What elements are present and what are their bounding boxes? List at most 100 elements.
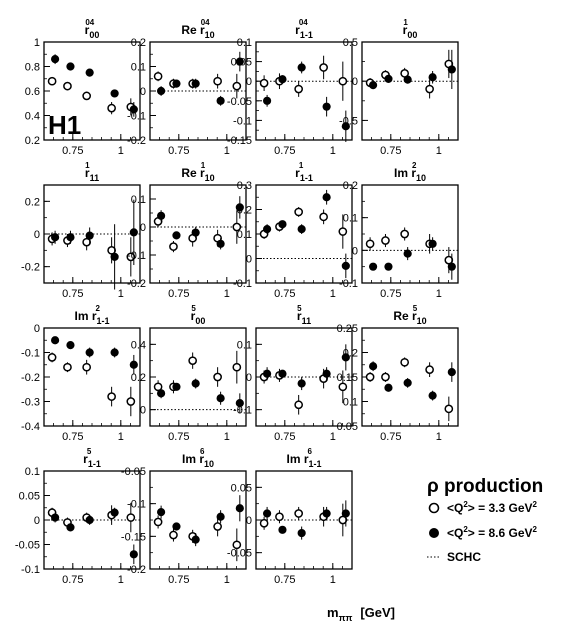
y-tick-label: 0.2 (343, 348, 358, 360)
data-point-open (425, 84, 434, 94)
y-tick-label: -0.05 (121, 466, 146, 478)
y-tick-label: 0.25 (337, 323, 358, 335)
y-tick-label: 0 (246, 76, 252, 88)
panel-7: Im r102 -0.1 0 0.1 0.2 0.75 1 (339, 161, 459, 300)
y-tick-label: -0.1 (127, 250, 146, 262)
data-point-filled (110, 348, 119, 357)
data-point-filled (235, 399, 244, 408)
data-point-open (400, 229, 410, 239)
data-point-filled (157, 508, 166, 517)
data-point-open (82, 362, 92, 372)
data-point-filled (235, 57, 244, 66)
y-tick-label: 0.05 (19, 491, 40, 503)
x-tick-label: 1 (118, 574, 124, 586)
panel-12: r1-15 -0.1 -0.05 0 0.05 0.1 0.75 1 (15, 447, 141, 586)
data-point-open (338, 382, 348, 392)
data-point-filled (172, 522, 181, 531)
experiment-label: H1 (48, 110, 81, 140)
data-point-filled (172, 382, 181, 391)
x-tick-label: 1 (118, 431, 124, 443)
panel-title: Im r1-12 (74, 304, 109, 326)
panel-title: r0004 (85, 18, 100, 40)
panel-title: r1-104 (295, 18, 313, 40)
data-point-filled (110, 508, 119, 517)
data-point-open (107, 392, 116, 401)
data-point-filled (216, 96, 225, 105)
y-tick-label: -0.1 (127, 111, 146, 123)
y-tick-label: 0 (34, 515, 40, 527)
data-point-filled (297, 379, 306, 388)
data-point-open (275, 512, 284, 522)
y-tick-label: -0.2 (21, 372, 40, 384)
data-point-filled (278, 220, 287, 229)
data-point-filled (263, 509, 272, 518)
y-tick-label: 0.1 (343, 213, 358, 225)
y-tick-label: 0.05 (231, 482, 252, 494)
x-tick-label: 1 (330, 431, 336, 443)
data-point-filled (85, 231, 94, 240)
data-point-filled (428, 391, 437, 400)
data-point-filled (369, 262, 378, 271)
data-point-open (153, 517, 163, 527)
x-tick-label: 0.75 (62, 288, 83, 300)
panel-1: Re r1004 -0.2 -0.1 0 0.1 0.2 0.75 1 (127, 18, 247, 157)
data-point-filled (110, 252, 119, 261)
data-point-open (169, 242, 178, 251)
y-tick-label: -0.3 (21, 397, 40, 409)
y-tick-label: 0 (352, 76, 358, 88)
y-tick-label: 0 (140, 222, 146, 234)
x-tick-label: 1 (436, 145, 442, 157)
data-point-open (232, 362, 242, 372)
data-point-open (381, 372, 390, 382)
data-point-open (338, 227, 348, 236)
x-tick-label: 0.75 (274, 431, 295, 443)
data-point-filled (447, 262, 456, 271)
x-tick-label: 0.75 (62, 574, 83, 586)
y-tick-label: 0.6 (25, 86, 40, 98)
x-tick-label: 1 (224, 431, 230, 443)
data-point-open (63, 362, 72, 372)
y-tick-label: -0.1 (127, 499, 146, 511)
x-tick-label: 0.75 (62, 145, 83, 157)
y-tick-label: 0 (140, 405, 146, 417)
legend-entry-schc: SCHC (447, 550, 481, 564)
data-point-open (232, 81, 242, 91)
data-point-open (259, 518, 269, 528)
data-point-filled (447, 65, 456, 74)
y-tick-label: 0 (246, 515, 252, 527)
y-tick-label: 0.4 (25, 111, 40, 123)
y-tick-label: 0.4 (131, 339, 146, 351)
data-point-filled (341, 122, 350, 131)
data-point-open (338, 515, 348, 525)
data-point-filled (191, 228, 200, 237)
data-point-filled (216, 394, 225, 403)
data-point-open (365, 372, 375, 382)
data-point-filled (129, 105, 138, 114)
y-tick-label: -0.5 (339, 115, 358, 127)
data-point-filled (384, 383, 393, 392)
y-tick-label: 0.2 (131, 372, 146, 384)
y-tick-label: 0.1 (237, 339, 252, 351)
data-point-filled (322, 509, 331, 518)
panel-frame (43, 327, 141, 427)
x-tick-label: 1 (224, 574, 230, 586)
panel-frame (149, 327, 247, 427)
data-point-filled (157, 211, 166, 220)
data-point-open (365, 239, 375, 249)
data-point-filled (341, 261, 350, 270)
x-tick-label: 0.75 (168, 145, 189, 157)
panel-title: Im r106 (182, 447, 214, 469)
data-point-open (169, 530, 178, 540)
data-point-filled (172, 79, 181, 88)
panel-title: Re r1004 (181, 18, 214, 40)
data-point-open (213, 522, 222, 531)
y-tick-label: -0.2 (127, 135, 146, 147)
data-point-filled (66, 523, 75, 532)
data-point-filled (51, 55, 60, 64)
data-point-filled (66, 62, 75, 71)
y-tick-label: -0.15 (121, 531, 146, 543)
data-point-filled (403, 75, 412, 84)
panel-title: Re r105 (393, 304, 426, 326)
panel-title: r005 (191, 304, 206, 326)
data-point-filled (428, 239, 437, 248)
